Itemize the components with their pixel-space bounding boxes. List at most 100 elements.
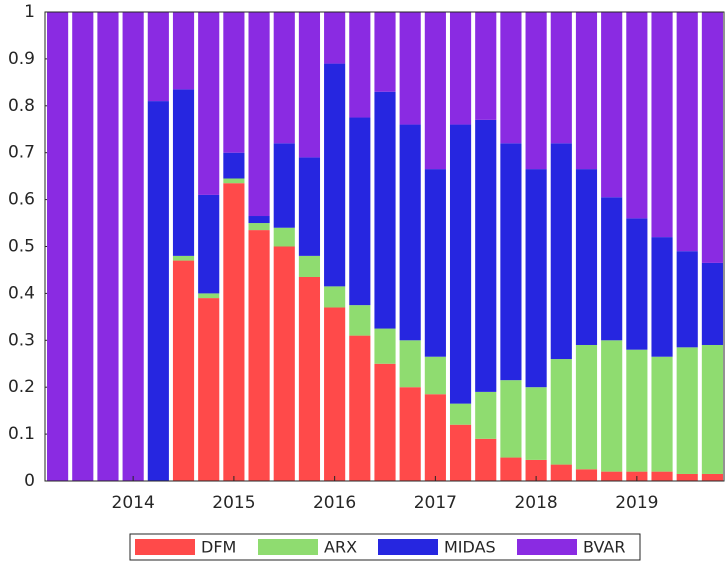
bar-segment (651, 356, 673, 472)
bar-segment (298, 255, 321, 277)
bar-segment (550, 12, 572, 144)
bar-segment (399, 387, 421, 481)
bar-segment (399, 340, 421, 388)
bar-segment (676, 347, 698, 474)
bar-segment (298, 157, 321, 256)
bar-segment (273, 227, 295, 247)
x-tick-label: 2017 (414, 493, 457, 513)
legend-swatch (517, 539, 577, 555)
bar-segment (349, 305, 371, 336)
bar-segment (500, 12, 522, 144)
bar-segment (374, 328, 396, 364)
bar-segment (449, 424, 472, 481)
bar-segment (324, 286, 346, 308)
bar-segment (500, 457, 522, 481)
bar-segment (399, 124, 421, 341)
bar-segment (349, 12, 371, 118)
bar-segment (72, 12, 94, 481)
bar-segment (273, 246, 295, 481)
bar-segment (349, 117, 371, 306)
bar-segment (601, 197, 623, 341)
bar-segment (575, 344, 598, 470)
bar-segment (122, 12, 144, 481)
bar-segment (248, 12, 270, 217)
bar-segment (626, 12, 648, 219)
bar-segment (223, 178, 245, 184)
bar-segment (97, 12, 119, 481)
y-tick-label: 0.2 (8, 377, 35, 397)
x-tick-label: 2015 (212, 493, 255, 513)
bar-segment (298, 12, 321, 158)
x-tick-label: 2019 (615, 493, 658, 513)
bar-segment (399, 12, 421, 125)
bar-segment (626, 218, 648, 350)
y-tick-label: 0 (24, 471, 35, 491)
bar-segment (198, 12, 220, 195)
x-tick-label: 2018 (514, 493, 557, 513)
y-tick-label: 0.4 (8, 283, 35, 303)
bar-segment (47, 12, 69, 481)
bar-segment (248, 230, 270, 481)
bar-segment (248, 223, 270, 231)
bar-segment (424, 12, 446, 170)
bar-segment (575, 12, 598, 170)
bar-segment (500, 143, 522, 381)
bar-segment (701, 12, 723, 263)
bar-segment (449, 12, 472, 125)
bar-segment (324, 307, 346, 481)
bar-segment (651, 12, 673, 238)
bar-segment (701, 473, 723, 481)
bar-segment (500, 380, 522, 458)
legend-swatch (135, 539, 195, 555)
bar-segment (248, 216, 270, 224)
y-tick-label: 0.1 (8, 424, 35, 444)
bar-segment (147, 12, 169, 102)
bar-segment (575, 169, 598, 345)
bar-segment (475, 391, 497, 439)
legend-label: BVAR (583, 538, 625, 557)
bar-segment (525, 12, 547, 170)
legend-label: ARX (324, 538, 357, 557)
bar-segment (424, 169, 446, 357)
bar-segment (374, 363, 396, 481)
bar-segment (550, 464, 572, 481)
bar-segment (550, 143, 572, 360)
bar-segment (273, 143, 295, 228)
bar-segment (601, 340, 623, 472)
plot-frame (44, 11, 725, 482)
bar-segment (172, 260, 195, 481)
bar-segment (273, 12, 295, 144)
bar-segment (424, 356, 446, 395)
bar-segment (198, 293, 220, 299)
bar-segment (324, 12, 346, 64)
bar-segment (475, 438, 497, 481)
bar-segment (172, 12, 195, 90)
bar-segment (449, 403, 472, 425)
bar-segment (223, 183, 245, 481)
bar-segment (525, 387, 547, 460)
bar-segment (172, 255, 195, 261)
y-tick-label: 0.5 (8, 237, 35, 257)
bar-segment (676, 12, 698, 252)
bar-segment (223, 152, 245, 179)
bar-segment (172, 89, 195, 256)
legend-swatch (378, 539, 438, 555)
bar-segment (324, 63, 346, 287)
y-tick-label: 0.9 (8, 49, 35, 69)
bar-segment (626, 349, 648, 472)
bar-segment (147, 101, 169, 482)
bar-segment (601, 12, 623, 198)
legend-swatch (258, 539, 318, 555)
bar-segment (651, 471, 673, 481)
bar-segment (525, 169, 547, 388)
bar-segment (298, 276, 321, 481)
bar-segment (676, 473, 698, 481)
bar-segment (449, 124, 472, 404)
bar-segment (223, 12, 245, 153)
bar-segment (475, 12, 497, 120)
bar-segment (374, 91, 396, 329)
bar-segment (525, 459, 547, 481)
bar-segment (550, 359, 572, 465)
bar-segment (676, 251, 698, 348)
